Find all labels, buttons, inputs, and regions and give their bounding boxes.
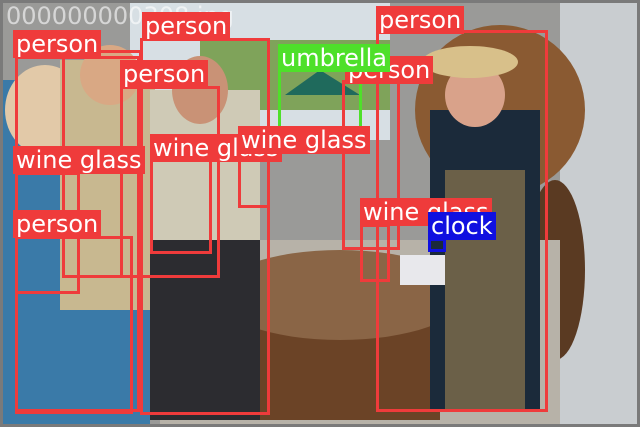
detection-label-wine-glass-1: wine glass	[13, 146, 145, 174]
detection-box-clock	[428, 238, 446, 252]
detection-box-wine-glass-2	[150, 158, 212, 254]
detection-label-person-7: person	[13, 210, 102, 238]
detection-label-person-5: person	[376, 6, 465, 34]
detection-box-wine-glass-4	[360, 224, 390, 282]
detection-label-umbrella: umbrella	[278, 44, 390, 72]
detection-label-person-4: person	[120, 60, 209, 88]
detection-label-person-3: person	[142, 12, 231, 40]
detection-label-wine-glass-3: wine glass	[238, 126, 370, 154]
detection-label-clock: clock	[428, 212, 496, 240]
detection-label-person-1: person	[13, 30, 102, 58]
